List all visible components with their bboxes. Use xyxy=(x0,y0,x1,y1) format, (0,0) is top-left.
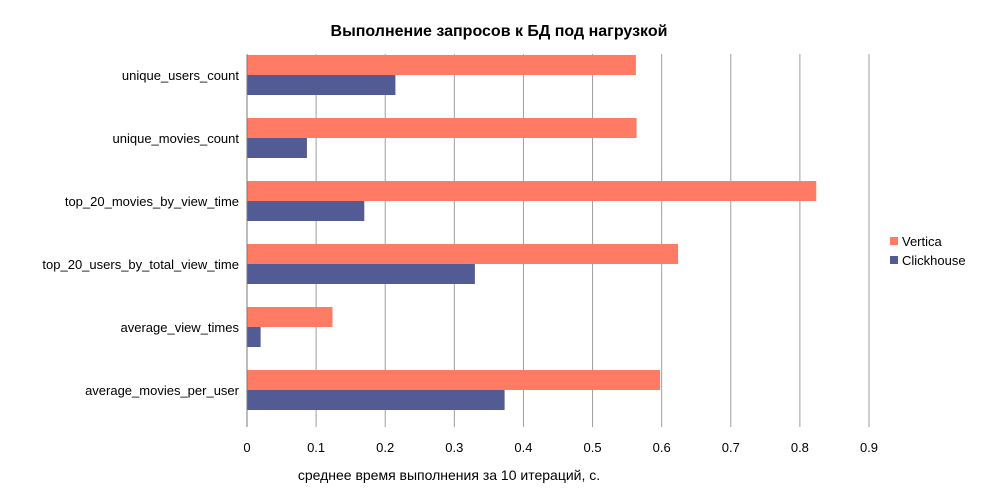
category-label: average_view_times xyxy=(120,320,239,335)
x-tick-label: 0.8 xyxy=(791,440,809,455)
category-labels: unique_users_count unique_movies_counttop… xyxy=(42,68,239,398)
bar-vertica-average-movies-per-user xyxy=(247,370,661,390)
bar-clickhouse-unique-users-count xyxy=(247,75,396,95)
x-tick-label: 0.1 xyxy=(307,440,325,455)
legend-swatch-clickhouse xyxy=(890,256,898,264)
bar-clickhouse-top-20-users-by-total-view-time xyxy=(247,264,475,284)
legend-label-clickhouse: Clickhouse xyxy=(902,253,966,268)
chart-title: Выполнение запросов к БД под нагрузкой xyxy=(331,23,668,40)
legend: Vertica Clickhouse xyxy=(890,234,966,268)
gridlines xyxy=(246,54,870,427)
x-tick-label: 0 xyxy=(243,440,250,455)
legend-label-vertica: Vertica xyxy=(902,234,943,249)
x-tick-labels: 0 0.1 0.2 0.3 0.4 0.5 0.6 0.7 0.8 0.9 xyxy=(243,440,878,455)
bars xyxy=(247,55,817,410)
x-tick-label: 0.3 xyxy=(445,440,463,455)
legend-swatch-vertica xyxy=(890,237,898,245)
bar-clickhouse-average-view-times xyxy=(247,327,261,347)
category-label: unique_users_count xyxy=(122,68,239,83)
category-label: unique_movies_count xyxy=(113,131,240,146)
bar-clickhouse-top-20-movies-by-view-time xyxy=(247,201,365,221)
bar-clickhouse-unique-movies-count xyxy=(247,138,307,158)
bar-vertica-unique-movies-count xyxy=(247,118,637,138)
x-tick-label: 0.4 xyxy=(514,440,532,455)
bar-vertica-unique-users-count xyxy=(247,55,636,75)
x-tick-label: 0.2 xyxy=(376,440,394,455)
x-tick-label: 0.9 xyxy=(860,440,878,455)
x-tick-label: 0.7 xyxy=(722,440,740,455)
category-label: average_movies_per_user xyxy=(85,383,240,398)
x-axis-label: среднее время выполнения за 10 итераций,… xyxy=(298,467,600,483)
bar-clickhouse-average-movies-per-user xyxy=(247,390,505,410)
bar-vertica-top-20-users-by-total-view-time xyxy=(247,244,679,264)
bar-vertica-top-20-movies-by-view-time xyxy=(247,181,817,201)
x-tick-label: 0.6 xyxy=(653,440,671,455)
bar-vertica-average-view-times xyxy=(247,307,333,327)
category-label: top_20_movies_by_view_time xyxy=(65,194,239,209)
category-label: top_20_users_by_total_view_time xyxy=(42,257,239,272)
x-tick-label: 0.5 xyxy=(584,440,602,455)
